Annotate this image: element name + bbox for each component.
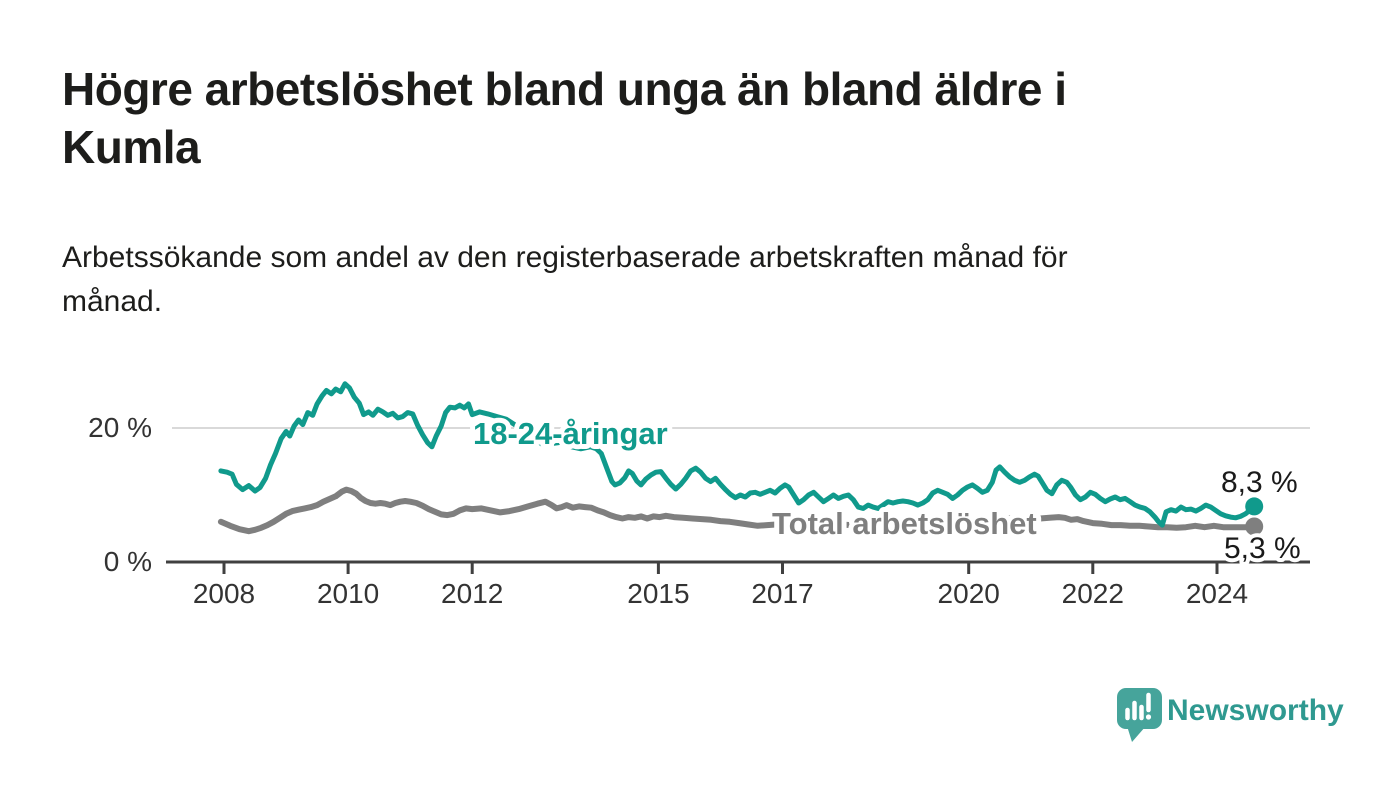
end-value-youth: 8,3 % <box>1221 466 1298 499</box>
x-tick-label: 2012 <box>441 578 503 609</box>
x-tick-label: 2022 <box>1062 578 1124 609</box>
page-title-line2: Kumla <box>62 121 201 173</box>
series-line-total <box>217 486 1258 535</box>
x-tick-label: 2010 <box>317 578 379 609</box>
x-tick-label: 2017 <box>751 578 813 609</box>
newsworthy-logo-text: Newsworthy <box>1167 694 1344 727</box>
series-label-total: Total arbetslöshet <box>772 506 1037 541</box>
x-tick-label: 2008 <box>193 578 255 609</box>
logo-exclamation-dot <box>1145 714 1152 720</box>
speech-bubble-bar-chart-icon <box>1117 688 1162 742</box>
page-title: Högre arbetslöshet bland unga än bland ä… <box>62 60 1067 176</box>
page-subtitle-line2: månad. <box>62 285 163 318</box>
page-title-line1: Högre arbetslöshet bland unga än bland ä… <box>62 63 1067 115</box>
y-tick-label-zero: 0 % <box>104 546 152 577</box>
page-subtitle-line1: Arbetssökande som andel av den registerb… <box>62 241 1068 274</box>
x-tick-label: 2024 <box>1186 578 1248 609</box>
end-value-total: 5,3 % <box>1224 532 1301 565</box>
end-dot-total <box>1245 517 1264 536</box>
x-ticks: 2008 2010 2012 2015 2017 2020 2022 2024 <box>193 562 1248 609</box>
series-line-youth <box>218 381 1257 528</box>
x-tick-label: 2015 <box>627 578 689 609</box>
page-subtitle: Arbetssökande som andel av den registerb… <box>62 236 1068 324</box>
y-tick-label-twenty: 20 % <box>88 412 152 443</box>
end-dot-youth <box>1245 497 1264 516</box>
series-label-youth: 18-24-åringar <box>473 416 668 451</box>
x-tick-label: 2020 <box>938 578 1000 609</box>
